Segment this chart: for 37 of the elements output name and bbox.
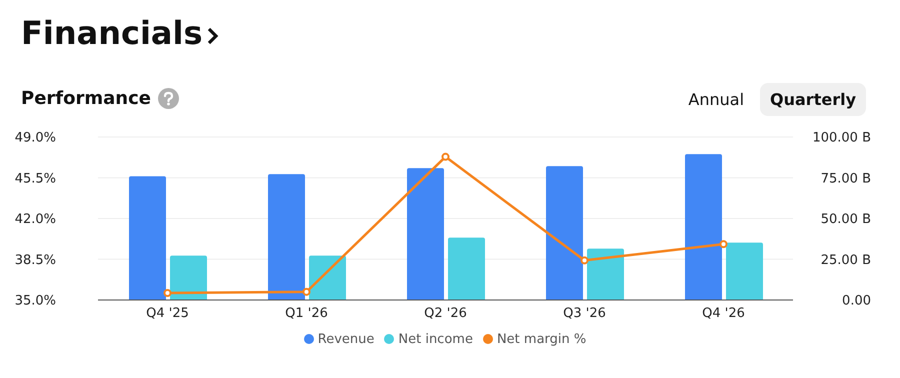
y-tick-label: 35.0% (14, 294, 56, 309)
chart-subtitle: Performance (21, 88, 151, 109)
point (720, 240, 728, 248)
bar (129, 176, 166, 300)
bar (407, 168, 444, 300)
x-tick-label: Q3 '26 (563, 306, 606, 322)
bar (309, 256, 346, 300)
bar (546, 166, 583, 300)
bar (170, 256, 207, 300)
text: Quarterly (760, 83, 866, 116)
legend-label: Revenue (318, 332, 374, 347)
legend-label: Net margin % (496, 332, 586, 347)
y2-tick-label: 100.00 B (812, 130, 871, 146)
bar (685, 154, 722, 300)
point (302, 288, 310, 296)
bar (448, 238, 485, 300)
point (580, 256, 588, 264)
point (442, 152, 450, 161)
x-tick-label: Q4 '26 (702, 306, 745, 322)
y2-tick-label: 25.00 B (820, 252, 871, 268)
bar (268, 174, 305, 300)
y-tick-label: 42.0% (14, 212, 56, 228)
y2-tick-label: 0.00 (842, 294, 871, 309)
x-tick-label: Q2 '26 (424, 306, 467, 322)
y-tick-label: 49.0% (14, 130, 56, 146)
x-tick-label: Q1 '26 (285, 306, 328, 322)
x-tick-label: Q4 '25 (146, 306, 189, 322)
y-tick-label: 38.5% (14, 252, 56, 268)
legend-label: Net income (398, 332, 473, 347)
text: Annual (687, 89, 746, 111)
bar (587, 248, 624, 300)
y-tick-label: 45.5% (14, 171, 56, 186)
y2-tick-label: 50.00 B (820, 212, 871, 228)
bar (726, 242, 763, 300)
point (164, 289, 172, 298)
y2-tick-label: 75.00 B (820, 171, 871, 186)
chart-title: Financials (21, 14, 203, 52)
